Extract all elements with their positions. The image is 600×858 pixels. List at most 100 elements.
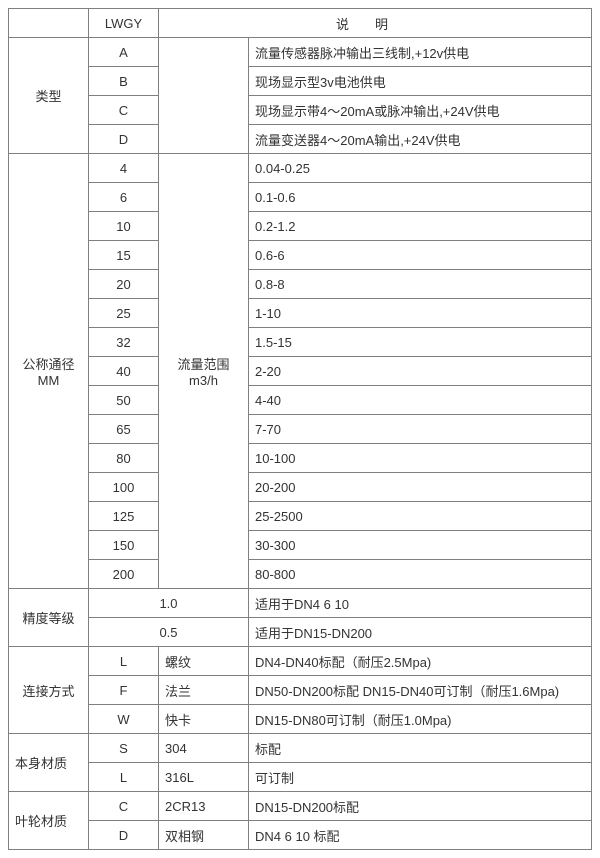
type-label: 类型 bbox=[9, 38, 89, 154]
table-row: W 快卡 DN15-DN80可订制（耐压1.0Mpa) bbox=[9, 705, 592, 734]
type-code: D bbox=[89, 125, 159, 154]
table-row: 公称通径MM 4 流量范围m3/h 0.04-0.25 bbox=[9, 154, 592, 183]
type-desc: 流量变送器4～20mA输出,+24V供电 bbox=[249, 125, 592, 154]
nominal-range: 2-20 bbox=[249, 357, 592, 386]
table-row: 0.5 适用于DN15-DN200 bbox=[9, 618, 592, 647]
nominal-dn: 80 bbox=[89, 444, 159, 473]
nominal-range: 0.1-0.6 bbox=[249, 183, 592, 212]
connection-label: 连接方式 bbox=[9, 647, 89, 734]
table-row: 本身材质 S 304 标配 bbox=[9, 734, 592, 763]
type-code: A bbox=[89, 38, 159, 67]
nominal-range: 0.04-0.25 bbox=[249, 154, 592, 183]
accuracy-level: 0.5 bbox=[89, 618, 249, 647]
nominal-dn: 10 bbox=[89, 212, 159, 241]
table-row: 连接方式 L 螺纹 DN4-DN40标配（耐压2.5Mpa) bbox=[9, 647, 592, 676]
nominal-range: 30-300 bbox=[249, 531, 592, 560]
accuracy-level: 1.0 bbox=[89, 589, 249, 618]
impeller-material-name: 双相钢 bbox=[159, 821, 249, 850]
table-row: 10 0.2-1.2 bbox=[9, 212, 592, 241]
nominal-range: 0.2-1.2 bbox=[249, 212, 592, 241]
nominal-dn: 150 bbox=[89, 531, 159, 560]
nominal-dn: 50 bbox=[89, 386, 159, 415]
nominal-range: 10-100 bbox=[249, 444, 592, 473]
table-row: 65 7-70 bbox=[9, 415, 592, 444]
nominal-range: 80-800 bbox=[249, 560, 592, 589]
nominal-dn: 32 bbox=[89, 328, 159, 357]
table-row: 200 80-800 bbox=[9, 560, 592, 589]
nominal-dn: 25 bbox=[89, 299, 159, 328]
type-desc: 现场显示带4～20mA或脉冲输出,+24V供电 bbox=[249, 96, 592, 125]
accuracy-desc: 适用于DN15-DN200 bbox=[249, 618, 592, 647]
impeller-material-label: 叶轮材质 bbox=[9, 792, 89, 850]
body-material-desc: 可订制 bbox=[249, 763, 592, 792]
table-row: 125 25-2500 bbox=[9, 502, 592, 531]
table-row: 类型 A 流量传感器脉冲输出三线制,+12v供电 bbox=[9, 38, 592, 67]
header-lwgy: LWGY bbox=[89, 9, 159, 38]
table-row: C 现场显示带4～20mA或脉冲输出,+24V供电 bbox=[9, 96, 592, 125]
body-material-desc: 标配 bbox=[249, 734, 592, 763]
nominal-dn: 65 bbox=[89, 415, 159, 444]
body-material-name: 304 bbox=[159, 734, 249, 763]
spec-table: LWGY 说明 类型 A 流量传感器脉冲输出三线制,+12v供电 B 现场显示型… bbox=[8, 8, 592, 850]
body-material-code: L bbox=[89, 763, 159, 792]
nominal-range: 20-200 bbox=[249, 473, 592, 502]
nominal-dn: 6 bbox=[89, 183, 159, 212]
connection-name: 快卡 bbox=[159, 705, 249, 734]
type-desc: 流量传感器脉冲输出三线制,+12v供电 bbox=[249, 38, 592, 67]
connection-code: F bbox=[89, 676, 159, 705]
accuracy-label: 精度等级 bbox=[9, 589, 89, 647]
table-row: 150 30-300 bbox=[9, 531, 592, 560]
table-row: D 双相钢 DN4 6 10 标配 bbox=[9, 821, 592, 850]
table-row: D 流量变送器4～20mA输出,+24V供电 bbox=[9, 125, 592, 154]
body-material-label: 本身材质 bbox=[9, 734, 89, 792]
table-row: 25 1-10 bbox=[9, 299, 592, 328]
header-desc: 说明 bbox=[159, 9, 592, 38]
table-row: 80 10-100 bbox=[9, 444, 592, 473]
connection-desc: DN50-DN200标配 DN15-DN40可订制（耐压1.6Mpa) bbox=[249, 676, 592, 705]
connection-name: 螺纹 bbox=[159, 647, 249, 676]
table-row: F 法兰 DN50-DN200标配 DN15-DN40可订制（耐压1.6Mpa) bbox=[9, 676, 592, 705]
impeller-material-name: 2CR13 bbox=[159, 792, 249, 821]
table-row: LWGY 说明 bbox=[9, 9, 592, 38]
table-row: 50 4-40 bbox=[9, 386, 592, 415]
nominal-dn: 15 bbox=[89, 241, 159, 270]
header-blank bbox=[9, 9, 89, 38]
table-row: 15 0.6-6 bbox=[9, 241, 592, 270]
impeller-material-code: C bbox=[89, 792, 159, 821]
type-code: B bbox=[89, 67, 159, 96]
nominal-range: 1.5-15 bbox=[249, 328, 592, 357]
table-row: L 316L 可订制 bbox=[9, 763, 592, 792]
nominal-dn: 125 bbox=[89, 502, 159, 531]
nominal-label: 公称通径MM bbox=[9, 154, 89, 589]
nominal-range-label: 流量范围m3/h bbox=[159, 154, 249, 589]
nominal-range: 25-2500 bbox=[249, 502, 592, 531]
connection-code: W bbox=[89, 705, 159, 734]
nominal-range: 7-70 bbox=[249, 415, 592, 444]
type-desc: 现场显示型3v电池供电 bbox=[249, 67, 592, 96]
table-row: 20 0.8-8 bbox=[9, 270, 592, 299]
nominal-range: 0.8-8 bbox=[249, 270, 592, 299]
nominal-dn: 200 bbox=[89, 560, 159, 589]
accuracy-desc: 适用于DN4 6 10 bbox=[249, 589, 592, 618]
table-row: 叶轮材质 C 2CR13 DN15-DN200标配 bbox=[9, 792, 592, 821]
connection-name: 法兰 bbox=[159, 676, 249, 705]
table-row: B 现场显示型3v电池供电 bbox=[9, 67, 592, 96]
nominal-range: 0.6-6 bbox=[249, 241, 592, 270]
impeller-material-desc: DN15-DN200标配 bbox=[249, 792, 592, 821]
nominal-range: 4-40 bbox=[249, 386, 592, 415]
nominal-dn: 4 bbox=[89, 154, 159, 183]
nominal-dn: 20 bbox=[89, 270, 159, 299]
type-code: C bbox=[89, 96, 159, 125]
table-row: 6 0.1-0.6 bbox=[9, 183, 592, 212]
nominal-range: 1-10 bbox=[249, 299, 592, 328]
table-row: 32 1.5-15 bbox=[9, 328, 592, 357]
connection-desc: DN4-DN40标配（耐压2.5Mpa) bbox=[249, 647, 592, 676]
body-material-code: S bbox=[89, 734, 159, 763]
table-row: 40 2-20 bbox=[9, 357, 592, 386]
table-row: 精度等级 1.0 适用于DN4 6 10 bbox=[9, 589, 592, 618]
table-row: 10020-200 bbox=[9, 473, 592, 502]
nominal-dn: 40 bbox=[89, 357, 159, 386]
impeller-material-code: D bbox=[89, 821, 159, 850]
connection-code: L bbox=[89, 647, 159, 676]
type-blank bbox=[159, 38, 249, 154]
